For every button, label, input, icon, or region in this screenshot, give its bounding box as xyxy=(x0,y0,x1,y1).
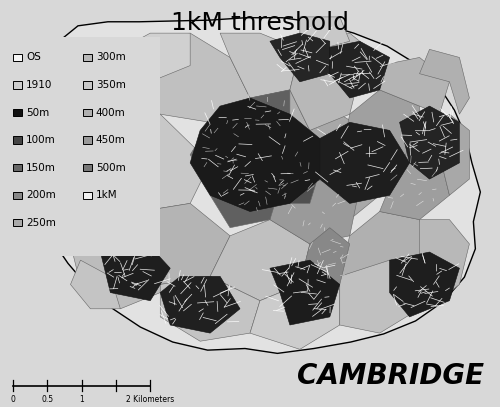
Polygon shape xyxy=(210,220,310,301)
Text: 300m: 300m xyxy=(96,53,126,62)
Polygon shape xyxy=(100,114,210,212)
Text: 2 Kilometers: 2 Kilometers xyxy=(126,395,174,404)
Polygon shape xyxy=(50,138,100,204)
Bar xyxy=(83,109,92,116)
Text: 450m: 450m xyxy=(96,135,126,145)
Polygon shape xyxy=(210,90,310,171)
Polygon shape xyxy=(340,212,430,293)
Bar xyxy=(13,136,22,144)
Polygon shape xyxy=(340,90,419,179)
Polygon shape xyxy=(100,236,170,301)
Polygon shape xyxy=(120,204,230,284)
Polygon shape xyxy=(130,33,250,123)
Polygon shape xyxy=(70,260,120,309)
Polygon shape xyxy=(160,276,240,333)
Polygon shape xyxy=(50,98,90,155)
Text: 200m: 200m xyxy=(26,190,56,200)
Polygon shape xyxy=(160,276,260,341)
Text: 400m: 400m xyxy=(96,107,126,118)
Polygon shape xyxy=(290,41,360,130)
Bar xyxy=(83,164,92,171)
Bar xyxy=(83,81,92,89)
Text: 50m: 50m xyxy=(26,107,50,118)
Polygon shape xyxy=(120,33,190,82)
Text: 0.5: 0.5 xyxy=(42,395,54,404)
Polygon shape xyxy=(380,57,450,114)
Bar xyxy=(13,54,22,61)
Bar xyxy=(13,164,22,171)
Text: 0: 0 xyxy=(10,395,16,404)
Polygon shape xyxy=(190,114,250,187)
Polygon shape xyxy=(300,17,350,49)
Polygon shape xyxy=(70,82,150,138)
Polygon shape xyxy=(220,33,300,98)
Polygon shape xyxy=(420,220,470,309)
Text: 350m: 350m xyxy=(96,80,126,90)
Text: 250m: 250m xyxy=(26,218,56,228)
Polygon shape xyxy=(280,114,390,220)
Bar xyxy=(83,54,92,61)
Polygon shape xyxy=(380,147,450,220)
Polygon shape xyxy=(36,18,480,353)
Polygon shape xyxy=(420,114,470,195)
Polygon shape xyxy=(270,260,340,325)
Bar xyxy=(83,192,92,199)
Text: 100m: 100m xyxy=(26,135,56,145)
Polygon shape xyxy=(340,260,430,333)
Text: 1kM: 1kM xyxy=(96,190,118,200)
Polygon shape xyxy=(320,33,380,90)
Polygon shape xyxy=(250,276,340,349)
Text: 1kM threshold: 1kM threshold xyxy=(171,11,349,35)
Polygon shape xyxy=(320,41,390,98)
Text: 500m: 500m xyxy=(96,163,126,173)
Polygon shape xyxy=(210,163,280,228)
Polygon shape xyxy=(300,228,350,284)
Bar xyxy=(13,219,22,226)
Bar xyxy=(83,136,92,144)
FancyBboxPatch shape xyxy=(0,37,160,256)
Text: 1: 1 xyxy=(80,395,84,404)
Polygon shape xyxy=(70,179,140,268)
Polygon shape xyxy=(390,252,460,317)
Polygon shape xyxy=(230,90,290,138)
Bar xyxy=(13,109,22,116)
Bar xyxy=(13,81,22,89)
Polygon shape xyxy=(190,98,320,212)
Text: 1910: 1910 xyxy=(26,80,52,90)
Text: 150m: 150m xyxy=(26,163,56,173)
Polygon shape xyxy=(270,179,360,244)
Polygon shape xyxy=(270,33,330,82)
Polygon shape xyxy=(420,49,470,114)
Text: OS: OS xyxy=(26,53,41,62)
Bar xyxy=(13,192,22,199)
Polygon shape xyxy=(320,123,410,204)
Text: CAMBRIDGE: CAMBRIDGE xyxy=(297,362,484,390)
Polygon shape xyxy=(270,147,320,204)
Polygon shape xyxy=(400,106,460,179)
Polygon shape xyxy=(70,244,160,309)
